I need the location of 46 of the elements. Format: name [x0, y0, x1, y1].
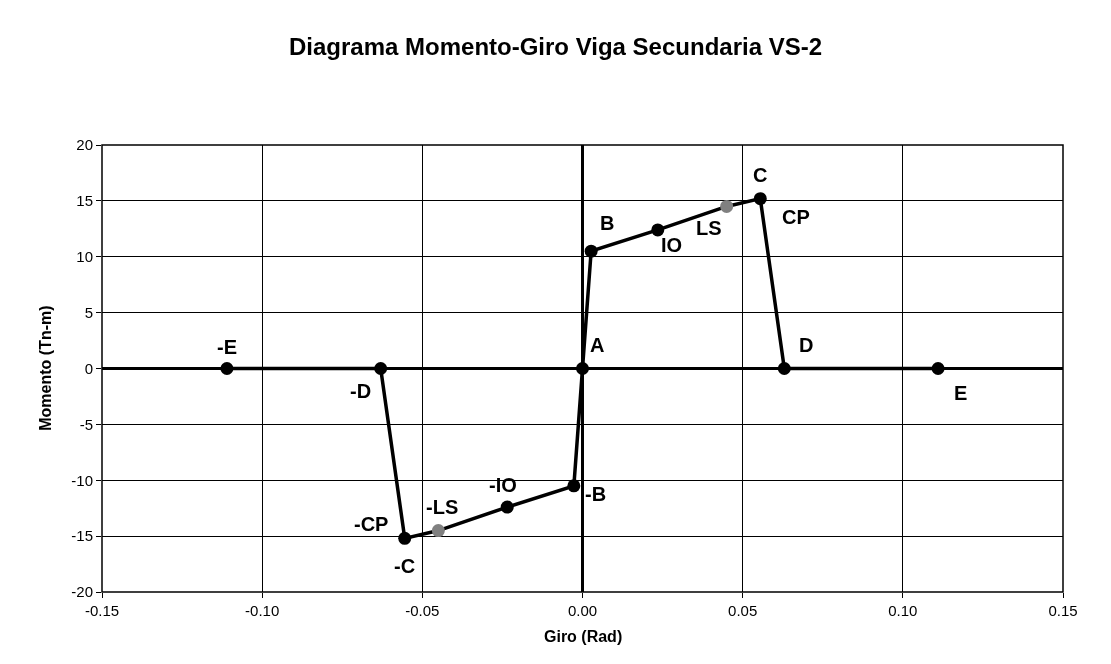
annotation: C — [753, 164, 768, 186]
x-tick-label: -0.10 — [245, 602, 280, 619]
y-tick-label: -5 — [79, 415, 93, 433]
point — [931, 362, 945, 375]
annotation: -LS — [426, 496, 459, 518]
annotation: -CP — [354, 513, 389, 535]
point — [431, 524, 445, 538]
point — [567, 479, 581, 493]
annotation: -E — [217, 336, 237, 358]
point — [584, 244, 598, 258]
chart-title: Diagrama Momento-Giro Viga Secundaria VS-2 — [288, 32, 823, 60]
x-tick-label: 0.10 — [888, 602, 918, 619]
point — [220, 362, 234, 375]
y-tick-label: -20 — [71, 583, 93, 601]
annotation: CP — [782, 206, 810, 228]
point — [753, 192, 767, 206]
annotation: IO — [661, 234, 683, 256]
point — [374, 362, 388, 375]
annotation: D — [799, 334, 814, 356]
annotation: -C — [394, 555, 416, 577]
y-tick-label: 20 — [76, 136, 93, 154]
x-tick-label: -0.15 — [84, 602, 120, 619]
y-tick-label: 0 — [84, 359, 93, 377]
annotation: A — [590, 334, 605, 356]
point — [500, 500, 514, 514]
annotation: -D — [350, 380, 372, 402]
point — [651, 223, 665, 237]
y-tick-label: -15 — [71, 527, 93, 545]
y-tick-label: 5 — [84, 303, 93, 321]
annotation: -B — [585, 483, 607, 505]
point — [777, 362, 791, 375]
x-tick-label: 0.15 — [1048, 602, 1078, 619]
point — [720, 199, 734, 213]
x-tick-label: -0.05 — [405, 602, 440, 619]
point — [576, 362, 589, 375]
y-tick-label: 15 — [76, 192, 93, 210]
x-tick-label: 0.05 — [728, 602, 758, 619]
y-tick-label: 10 — [76, 248, 93, 265]
annotation: E — [954, 382, 968, 404]
x-tick-label: 0.00 — [567, 602, 598, 619]
annotation: B — [600, 212, 615, 234]
y-axis-title: Momento (Tn-m) — [36, 305, 54, 431]
point — [398, 531, 412, 545]
y-tick-label: -10 — [71, 471, 93, 489]
annotation: LS — [696, 217, 722, 239]
x-axis-title: Giro (Rad) — [544, 628, 623, 645]
